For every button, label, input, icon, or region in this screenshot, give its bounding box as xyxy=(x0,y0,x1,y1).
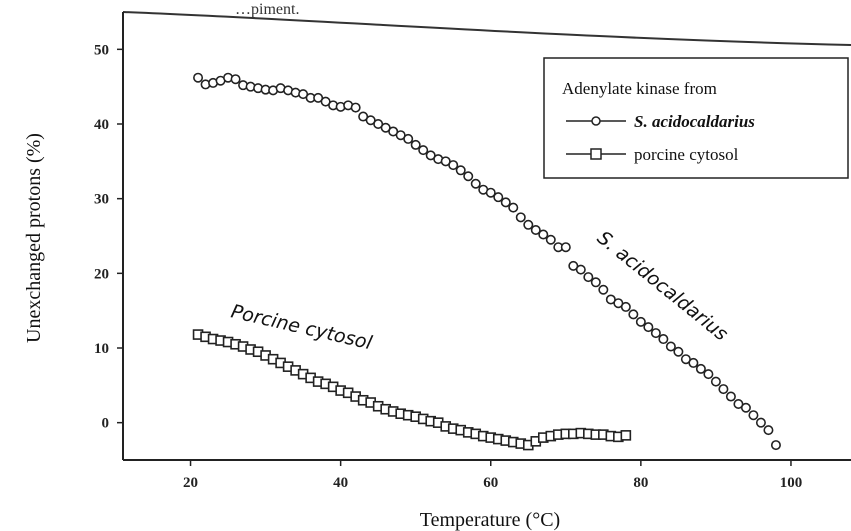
s-acidocaldarius-point xyxy=(403,133,414,144)
legend-label-1: S. acidocaldarius xyxy=(634,112,755,131)
s-acidocaldarius-point xyxy=(643,322,654,333)
s-acidocaldarius-point xyxy=(538,229,549,240)
s-acidocaldarius-point xyxy=(673,346,684,357)
s-acidocaldarius-point xyxy=(410,139,421,150)
s-acidocaldarius-point xyxy=(718,384,729,395)
y-tick-label: 30 xyxy=(94,192,109,208)
series-layer xyxy=(192,72,781,451)
y-tick-label: 50 xyxy=(94,42,109,58)
s-acidocaldarius-point xyxy=(763,425,774,436)
top-caption-fragment: …piment. xyxy=(235,1,299,18)
y-tick-label: 0 xyxy=(102,416,110,432)
s-acidocaldarius-point xyxy=(515,212,526,223)
s-acidocaldarius-point xyxy=(350,102,361,113)
s-acidocaldarius-point xyxy=(628,309,639,320)
s-acidocaldarius-point xyxy=(530,225,541,236)
s-acidocaldarius-point xyxy=(770,440,781,451)
x-axis-label: Temperature (°C) xyxy=(420,509,560,531)
porcine-cytosol-point xyxy=(620,430,632,441)
s-acidocaldarius-point xyxy=(583,272,594,283)
x-tick-label: 80 xyxy=(633,475,648,491)
s-acidocaldarius-point xyxy=(635,316,646,327)
s-acidocaldarius-point xyxy=(703,369,714,380)
s-acidocaldarius-point xyxy=(500,197,511,208)
s-acidocaldarius-point xyxy=(695,363,706,374)
s-acidocaldarius-point xyxy=(230,74,241,85)
s-acidocaldarius-point xyxy=(455,165,466,176)
x-tick-label: 40 xyxy=(333,475,348,491)
s-acidocaldarius-point xyxy=(493,192,504,203)
y-axis-label: Unexchanged protons (%) xyxy=(23,133,45,343)
plot-top-curve xyxy=(122,11,851,46)
series-porcine-cytosol xyxy=(192,329,632,451)
s-acidocaldarius-point xyxy=(418,145,429,156)
s-acidocaldarius-point xyxy=(620,301,631,312)
axis-ticks: 20 40 60 80 100 0 10 20 30 40 50 xyxy=(94,42,802,491)
s-acidocaldarius-point xyxy=(523,219,534,230)
s-acidocaldarius-point xyxy=(688,357,699,368)
s-acidocaldarius-point xyxy=(755,417,766,428)
y-tick-label: 40 xyxy=(94,117,109,133)
s-acidocaldarius-point xyxy=(725,391,736,402)
s-acidocaldarius-point xyxy=(710,376,721,387)
s-acidocaldarius-point xyxy=(575,264,586,275)
s-acidocaldarius-point xyxy=(470,178,481,189)
x-tick-label: 20 xyxy=(183,475,198,491)
s-acidocaldarius-point xyxy=(658,334,669,345)
x-tick-label: 100 xyxy=(780,475,803,491)
s-acidocaldarius-point xyxy=(598,284,609,295)
y-tick-label: 10 xyxy=(94,341,109,357)
legend: Adenylate kinase from S. acidocaldarius … xyxy=(543,57,849,179)
s-acidocaldarius-point xyxy=(463,171,474,182)
s-acidocaldarius-point xyxy=(740,402,751,413)
s-acidocaldarius-point xyxy=(448,160,459,171)
s-acidocaldarius-point xyxy=(193,72,204,83)
legend-title: Adenylate kinase from xyxy=(562,79,717,98)
s-acidocaldarius-point xyxy=(748,410,759,421)
s-acidocaldarius-point xyxy=(590,277,601,288)
y-tick-label: 20 xyxy=(94,266,109,282)
s-acidocaldarius-point xyxy=(560,242,571,253)
s-acidocaldarius-point xyxy=(508,202,519,213)
series-s-acidocaldarius xyxy=(193,72,781,451)
annotation-s-acidocaldarius: S. acidocaldarius xyxy=(593,227,732,346)
x-tick-label: 60 xyxy=(483,475,498,491)
s-acidocaldarius-point xyxy=(545,234,556,245)
s-acidocaldarius-point xyxy=(650,328,661,339)
legend-marker-circle xyxy=(591,116,601,126)
s-acidocaldarius-point xyxy=(665,341,676,352)
legend-label-2: porcine cytosol xyxy=(634,145,739,164)
s-acidocaldarius-point xyxy=(485,187,496,198)
legend-marker-square xyxy=(590,148,602,160)
